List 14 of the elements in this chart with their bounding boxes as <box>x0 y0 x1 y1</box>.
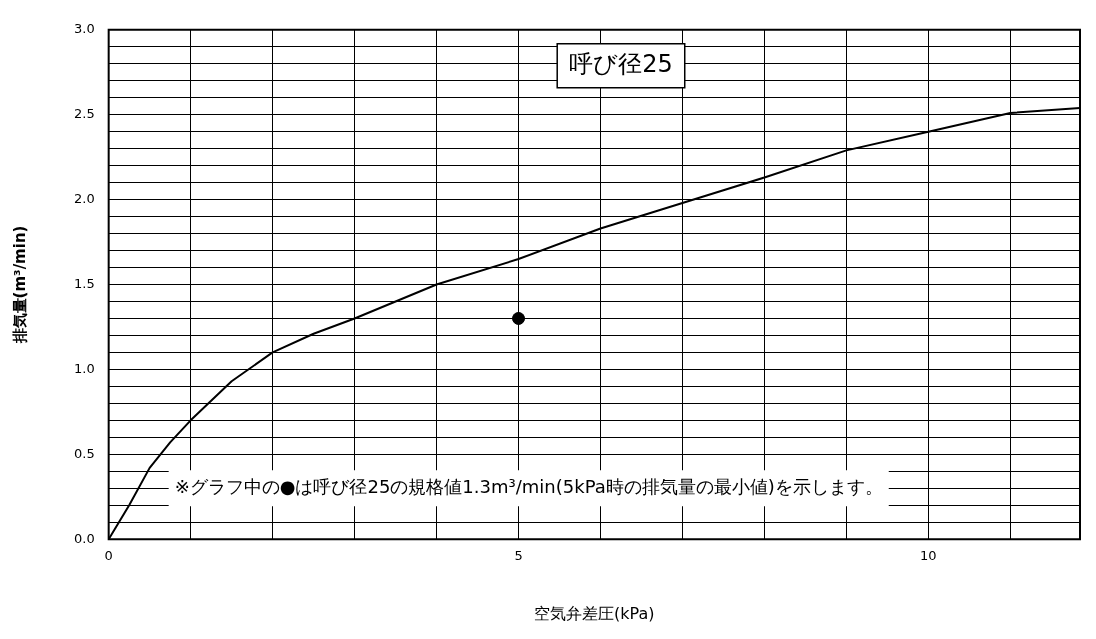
y-axis-title: 排気量(m³/min) <box>10 225 29 345</box>
y-tick-label: 0.5 <box>73 445 95 461</box>
text: 呼び径25 <box>569 50 673 79</box>
y-tick-label: 0.0 <box>73 530 95 546</box>
x-tick-label: 0 <box>104 548 113 564</box>
annotation: ※グラフ中の●は呼び径25の規格値1.3m³/min(5kPa時の排気量の最小値)を示します。 <box>174 475 883 497</box>
y-tick-label: 3.0 <box>73 21 95 37</box>
y-tick-label: 2.5 <box>73 106 95 122</box>
x-axis-title: 空気弁差圧(kPa) <box>534 603 655 623</box>
y-tick-label: 2.0 <box>73 190 95 206</box>
x-tick-label: 10 <box>920 548 937 564</box>
y-tick-label: 1.0 <box>73 360 95 376</box>
x-tick-label: 5 <box>514 548 523 564</box>
y-tick-label: 1.5 <box>73 275 95 291</box>
